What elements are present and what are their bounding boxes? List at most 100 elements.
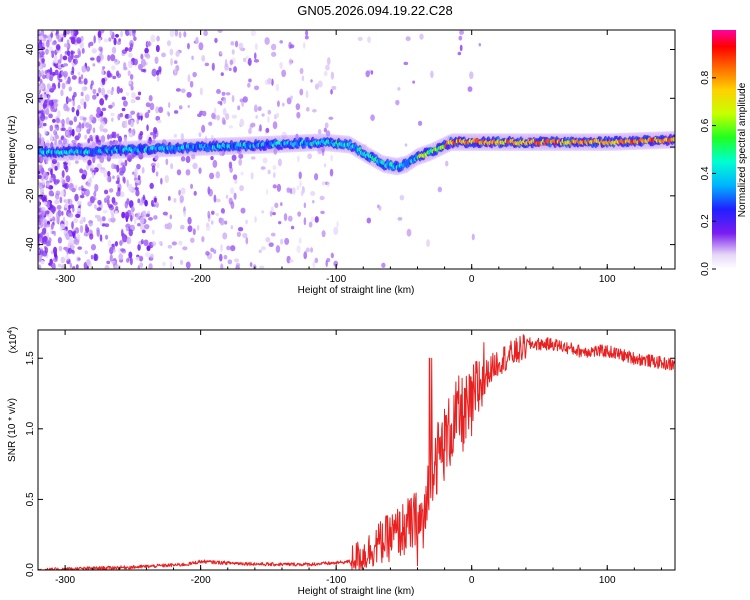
spectrogram-noise-cell xyxy=(89,41,94,47)
spectrogram-noise-cell xyxy=(147,216,153,221)
spectrogram-noise-cell xyxy=(289,44,295,49)
spectrogram-noise-cell xyxy=(68,155,74,161)
spectrogram-noise-cell xyxy=(73,91,77,98)
spectrogram-xtick-label: 100 xyxy=(599,274,616,285)
spectrogram-noise-cell xyxy=(223,254,228,260)
spectrogram-noise-cell xyxy=(250,172,254,180)
spectrogram-noise-cell xyxy=(128,200,134,209)
spectrogram-noise-cell xyxy=(229,59,234,65)
spectrogram-noise-cell xyxy=(131,30,137,34)
spectrogram-noise-cell xyxy=(84,189,90,197)
spectrogram-noise-cell xyxy=(90,254,94,260)
spectrogram-noise-cell xyxy=(41,191,45,198)
spectrogram-noise-cell xyxy=(149,102,155,111)
spectrogram-noise-cell xyxy=(84,94,90,102)
spectrogram-noise-cell xyxy=(310,79,313,83)
spectrogram-noise-cell xyxy=(60,176,64,184)
snr-scale-suffix: ) xyxy=(8,327,19,330)
spectrogram-noise-cell xyxy=(254,52,257,60)
colorbar-ticks: 0.0 0.2 0.4 0.6 0.8 xyxy=(700,70,716,276)
spectrogram-noise-cell xyxy=(67,230,72,235)
spectrogram-noise-cell xyxy=(83,78,88,85)
spectrogram-noise-cell xyxy=(84,250,88,255)
spectrogram-noise-cell xyxy=(264,37,270,45)
spectrogram-noise-cell xyxy=(269,210,273,217)
spectrogram-noise-cell xyxy=(106,260,111,265)
spectrogram-noise-cell xyxy=(108,205,115,211)
spectrogram-noise-cell xyxy=(97,199,102,205)
spectrogram-noise-cell xyxy=(38,201,41,210)
spectrogram-noise-cell xyxy=(71,75,77,80)
spectrogram-noise-cell xyxy=(114,210,118,214)
spectrogram-noise-cell xyxy=(102,66,106,70)
spectrogram-noise-cell xyxy=(330,252,334,259)
spectrogram-noise-cell xyxy=(67,161,72,167)
spectrogram-noise-cell xyxy=(277,158,282,167)
spectrogram-noise-cell xyxy=(50,168,53,176)
spectrogram-noise-cell xyxy=(68,212,74,218)
spectrogram-noise-cell xyxy=(138,112,143,117)
spectrogram-noise-cell xyxy=(154,155,159,161)
spectrogram-xtick-label: -200 xyxy=(191,274,211,285)
spectrogram-noise-cell xyxy=(82,116,87,121)
spectrogram-noise-cell xyxy=(469,71,474,80)
spectrogram-noise-cell xyxy=(109,140,113,146)
snr-ytick-label: 1.0 xyxy=(25,421,36,435)
spectrogram-noise-cell xyxy=(77,71,81,76)
snr-scale-label: (x104) xyxy=(7,327,19,354)
spectrogram-noise-cell xyxy=(303,42,306,49)
spectrogram-noise-cell xyxy=(87,201,93,207)
spectrogram-noise-cell xyxy=(110,54,116,62)
spectrogram-noise-cell xyxy=(228,67,232,72)
spectrogram-noise-cell xyxy=(81,86,85,92)
spectrogram-noise-cell xyxy=(140,53,144,60)
spectrogram-noise-cell xyxy=(328,116,334,120)
spectrogram-xtick-label: 0 xyxy=(469,274,475,285)
spectrogram-noise-cell xyxy=(119,167,123,173)
spectrogram-noise-cell xyxy=(146,41,152,47)
spectrogram-noise-cell xyxy=(273,147,278,155)
spectrogram-noise-cell xyxy=(312,199,315,204)
spectrogram-noise-cell xyxy=(112,75,117,80)
spectrogram-noise-cell xyxy=(201,236,205,243)
spectrogram-noise-cell xyxy=(129,257,133,266)
spectrogram-noise-cell xyxy=(248,128,252,135)
spectrogram-noise-cell xyxy=(111,213,115,219)
spectrogram-noise-cell xyxy=(310,191,316,196)
spectrogram-noise-cell xyxy=(104,197,108,204)
spectrogram-noise-cell xyxy=(224,220,228,225)
spectrogram-noise-cell xyxy=(211,62,215,71)
spectrogram-noise-cell xyxy=(275,245,281,253)
spectrogram-noise-cell xyxy=(129,42,134,50)
spectrogram-noise-cell xyxy=(64,203,69,209)
spectrogram-noise-cell xyxy=(119,191,125,198)
spectrogram-noise-cell xyxy=(69,128,73,135)
spectrogram-noise-cell xyxy=(205,222,210,228)
spectrogram-noise-cell xyxy=(101,216,106,222)
spectrogram-noise-cell xyxy=(225,194,229,199)
spectrogram-noise-cell xyxy=(235,264,240,269)
spectrogram-frame xyxy=(37,29,676,270)
spectrogram-noise-cell xyxy=(237,227,244,232)
spectrogram-noise-cell xyxy=(239,185,244,192)
spectrogram-noise-cell xyxy=(45,142,50,147)
spectrogram-noise-cell xyxy=(311,108,317,113)
spectrogram-noise-cell xyxy=(38,264,42,269)
spectrogram-noise-cell xyxy=(49,124,54,132)
spectrogram-noise-cell xyxy=(70,50,76,55)
spectrogram-noise-cell xyxy=(108,188,114,193)
spectrogram-noise-cell xyxy=(149,132,154,136)
spectrogram-noise-cell xyxy=(38,35,43,40)
spectrogram-noise-cell xyxy=(109,254,113,263)
spectrogram-noise-cell xyxy=(278,221,282,225)
spectrogram-noise-cell xyxy=(230,225,234,230)
spectrogram-noise-cell xyxy=(144,52,150,58)
spectrogram-noise-cell xyxy=(267,109,272,115)
spectrogram-noise-cell xyxy=(148,263,153,269)
spectrogram-noise-cell xyxy=(89,233,94,240)
spectrogram-noise-cell xyxy=(265,188,269,195)
spectrogram-noise-cell xyxy=(155,115,161,122)
spectrogram-noise-cell xyxy=(406,228,412,237)
spectrogram-noise-cell xyxy=(367,36,371,44)
